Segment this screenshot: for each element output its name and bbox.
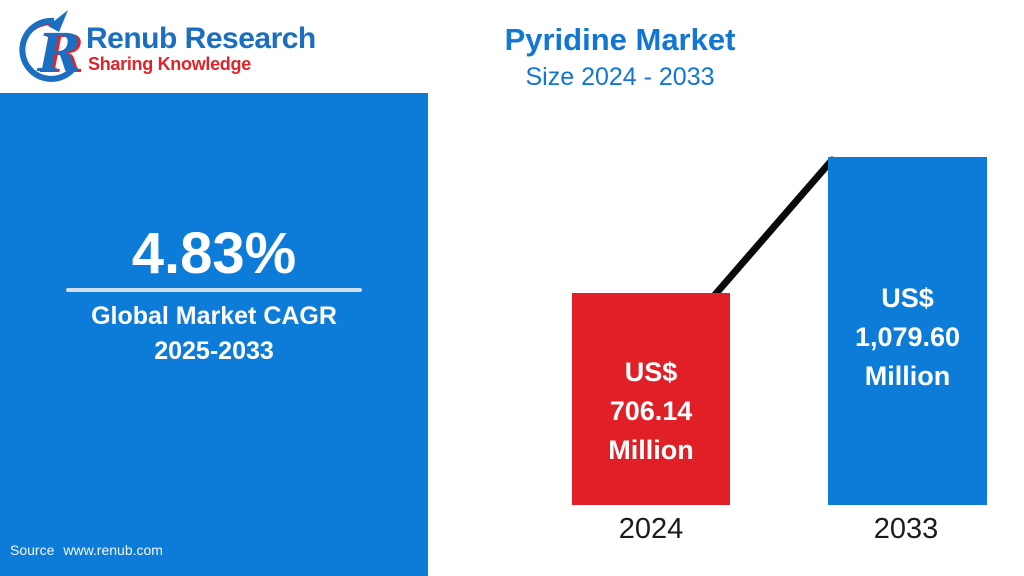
brand-tagline: Sharing Knowledge [88, 54, 251, 74]
bar-2033-label-currency: US$ [881, 282, 934, 313]
bar-2024: US$ 706.14 Million [572, 293, 730, 505]
page-title: Pyridine Market [504, 22, 736, 57]
bar-2024-label-currency: US$ [624, 356, 678, 387]
bar-2033: US$ 1,079.60 Million [828, 157, 987, 505]
title-block: Pyridine Market Size 2024 - 2033 [450, 22, 790, 92]
source-label: Source [10, 542, 55, 558]
bar-2024-label-value: 706.14 [609, 395, 693, 426]
svg-text:R: R [36, 23, 81, 84]
cagr-caption-line2: 2025-2033 [154, 337, 274, 365]
x-axis-label-2033: 2033 [873, 513, 939, 545]
bar-2024-label-unit: Million [608, 434, 694, 465]
brand-name: Renub Research [86, 22, 316, 55]
x-axis-label-2024: 2024 [618, 513, 684, 545]
cagr-caption: Global Market CAGR 2025-2033 [0, 299, 428, 369]
cagr-value: 4.83% [131, 221, 297, 286]
cagr-panel: 4.83% Global Market CAGR 2025-2033 Sourc… [0, 93, 428, 576]
source-url: www.renub.com [63, 542, 163, 558]
source-line: Source www.renub.com [10, 542, 163, 558]
cagr-divider [66, 288, 362, 292]
bar-2033-label-value: 1,079.60 [854, 321, 961, 352]
bar-2033-label-unit: Million [864, 360, 951, 391]
page-subtitle: Size 2024 - 2033 [525, 63, 715, 91]
renub-logo-icon: R R [19, 10, 84, 85]
trend-line-icon [709, 156, 836, 301]
cagr-caption-line1: Global Market CAGR [91, 302, 337, 330]
